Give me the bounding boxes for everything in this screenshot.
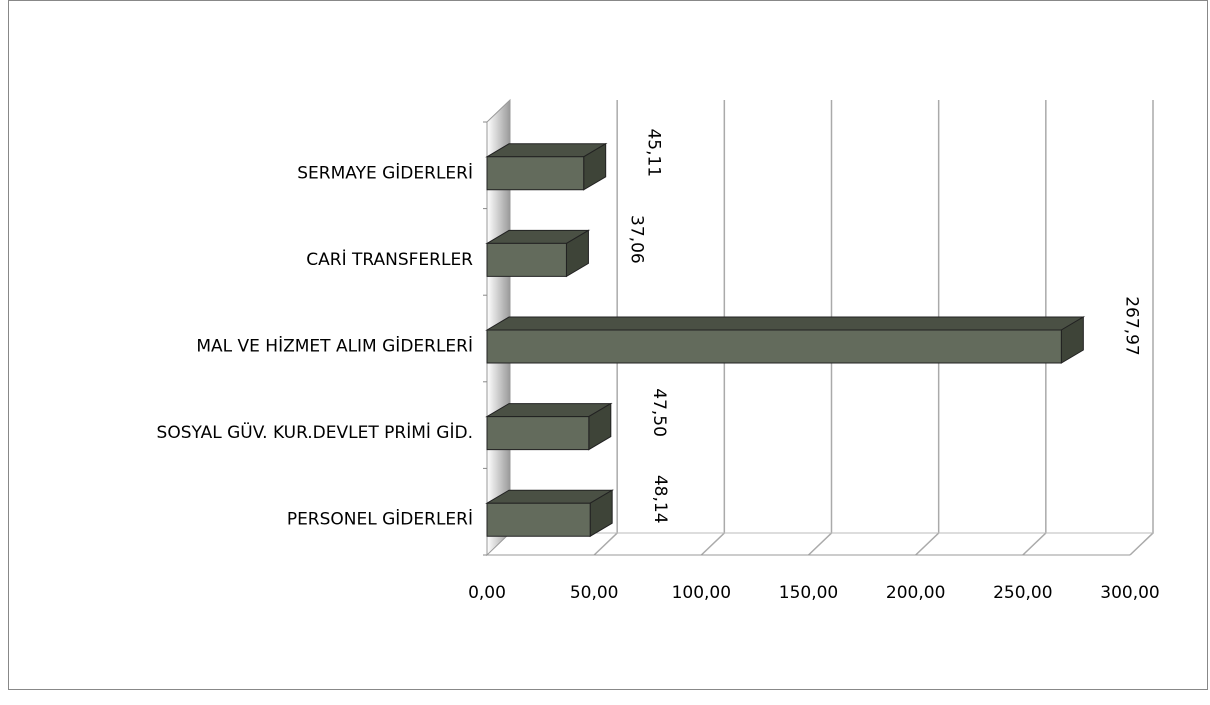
- x-tick-label: 300,00: [1100, 583, 1159, 603]
- x-tick-label: 50,00: [570, 583, 619, 603]
- bar: [485, 402, 613, 451]
- bar-front: [486, 329, 1062, 364]
- y-tick-label: CARİ TRANSFERLER: [306, 249, 473, 270]
- x-tick-label: 200,00: [886, 583, 945, 603]
- y-tick-label: MAL VE HİZMET ALIM GİDERLERİ: [196, 336, 473, 357]
- value-label: 45,11: [644, 128, 664, 177]
- value-label: 48,14: [650, 475, 670, 524]
- value-label: 267,97: [1121, 296, 1141, 355]
- value-label: 47,50: [649, 388, 669, 437]
- bar-front: [486, 416, 590, 451]
- bar-front: [486, 502, 591, 537]
- bar-front: [486, 156, 585, 191]
- y-tick-label: SERMAYE GİDERLERİ: [297, 162, 473, 183]
- x-tick-label: 0,00: [468, 583, 506, 603]
- y-tick-label: SOSYAL GÜV. KUR.DEVLET PRİMİ GİD.: [157, 421, 473, 443]
- x-tick-label: 250,00: [993, 583, 1052, 603]
- bar-front: [486, 242, 567, 277]
- bar: [485, 316, 1086, 364]
- bar-top: [485, 316, 1086, 331]
- value-label: 37,06: [626, 215, 646, 264]
- y-tick-label: PERSONEL GİDERLERİ: [287, 509, 473, 530]
- bar: [485, 142, 608, 191]
- x-tick-label: 100,00: [672, 583, 731, 603]
- bar: [485, 489, 615, 538]
- x-tick-label: 150,00: [779, 583, 838, 603]
- bar: [485, 229, 591, 278]
